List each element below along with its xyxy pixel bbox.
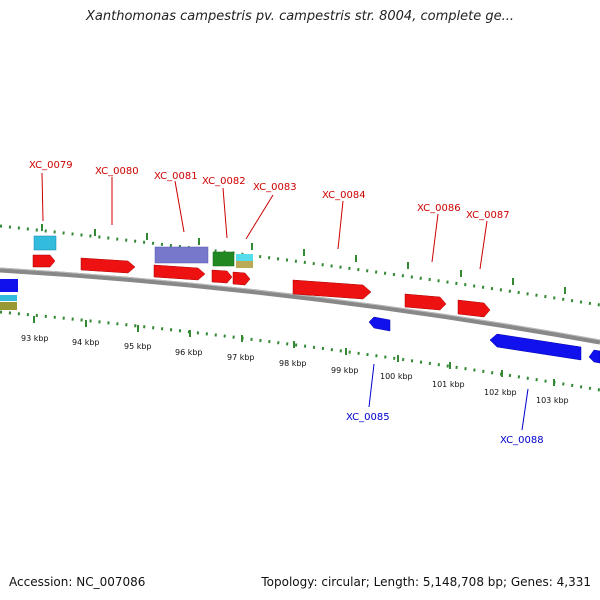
gene-label: XC_0081 (154, 171, 198, 182)
genome-backbone (0, 267, 600, 345)
tick-label: 96 kbp (175, 348, 203, 357)
tick-label: 97 kbp (227, 353, 255, 362)
feature-box-olive (0, 302, 17, 310)
gene-arrow-edge (588, 349, 600, 364)
gene-arrow-XC_0080 (80, 257, 136, 274)
reverse-callouts (368, 363, 529, 431)
tick-label: 95 kbp (124, 342, 152, 351)
gene-arrow-XC_0085 (368, 316, 391, 332)
gene-arrow-XC_0087 (457, 299, 491, 318)
reverse-gene-labels: XC_0085 XC_0088 (346, 412, 544, 446)
gene-label: XC_0080 (95, 166, 139, 177)
tick-label: 98 kbp (279, 359, 307, 368)
gene-arrow-XC_0086 (404, 293, 447, 311)
reverse-genes (368, 316, 600, 364)
forward-gene-labels: XC_0079 XC_0080 XC_0081 XC_0082 XC_0083 … (29, 160, 510, 221)
tick-label: 99 kbp (331, 366, 359, 375)
gene-label: XC_0079 (29, 160, 73, 171)
gene-label: XC_0083 (253, 182, 297, 193)
kbp-labels: 93 kbp 94 kbp 95 kbp 96 kbp 97 kbp 98 kb… (21, 334, 569, 405)
feature-box-olive (236, 261, 253, 268)
feature-boxes (0, 235, 253, 310)
gene-label: XC_0085 (346, 412, 390, 423)
forward-major-ticks (41, 224, 566, 294)
tick-label: 94 kbp (72, 338, 100, 347)
feature-box-purple (154, 246, 209, 264)
tick-label: 102 kbp (484, 388, 517, 397)
feature-box-cyan (0, 295, 17, 301)
gene-arrow-XC_0079 (32, 254, 56, 268)
gene-arrow-XC_0081 (153, 264, 206, 281)
forward-genes (32, 254, 491, 318)
genome-summary: Topology: circular; Length: 5,148,708 bp… (261, 575, 591, 589)
gene-label: XC_0088 (500, 435, 544, 446)
tick-label: 101 kbp (432, 380, 465, 389)
gene-label: XC_0084 (322, 190, 366, 201)
accession-text: Accession: NC_007086 (9, 575, 146, 589)
feature-box-green (212, 251, 235, 267)
feature-box-blue (0, 279, 18, 292)
gene-label: XC_0087 (466, 210, 510, 221)
tick-label: 100 kbp (380, 372, 413, 381)
map-title: Xanthomonas campestris pv. campestris st… (86, 9, 514, 24)
gene-arrow-XC_0083 (232, 271, 251, 286)
gene-arrow-XC_0088 (489, 333, 582, 361)
reverse-major-ticks (33, 316, 555, 386)
gene-arrow-XC_0084 (292, 279, 372, 300)
feature-box-cyan (33, 235, 57, 251)
gene-label: XC_0086 (417, 203, 461, 214)
reverse-tick-ring (0, 310, 600, 392)
gene-label: XC_0082 (202, 176, 246, 187)
tick-label: 103 kbp (536, 396, 569, 405)
gene-arrow-XC_0082 (211, 269, 233, 284)
tick-label: 93 kbp (21, 334, 49, 343)
feature-box-cyan (236, 254, 253, 261)
forward-callouts (41, 172, 488, 270)
